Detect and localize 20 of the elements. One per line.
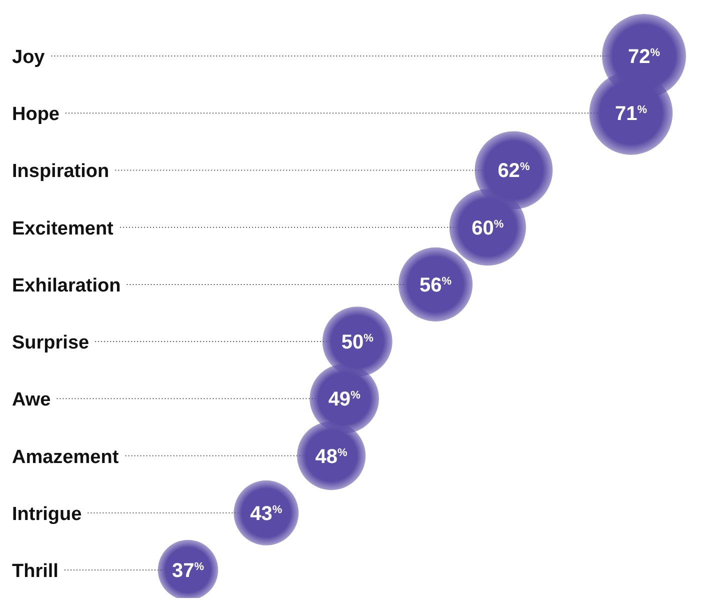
y-tick-label: Exhilaration — [12, 275, 121, 296]
y-tick-label: Intrigue — [12, 504, 82, 525]
y-tick-label: Hope — [12, 104, 60, 126]
data-label: 62$^{%}$ — [498, 160, 530, 182]
data-label: 56$^{%}$ — [420, 274, 452, 296]
y-tick-label: Amazement — [12, 446, 120, 468]
data-label: 48$^{%}$ — [315, 446, 348, 468]
y-tick-label: Awe — [12, 390, 51, 411]
data-label: 43$^{%}$ — [250, 502, 282, 525]
data-label: 60$^{%}$ — [472, 217, 504, 240]
y-tick-label: Surprise — [12, 332, 90, 354]
data-label: 49$^{%}$ — [328, 388, 361, 411]
y-tick-label: Thrill — [12, 561, 58, 582]
data-label: 71$^{%}$ — [614, 103, 648, 126]
data-label: 37$^{%}$ — [172, 560, 204, 582]
data-label: 50$^{%}$ — [341, 332, 374, 354]
y-tick-label: Joy — [12, 47, 46, 68]
y-tick-label: Excitement — [12, 218, 114, 240]
y-tick-label: Inspiration — [12, 161, 110, 182]
data-label: 72$^{%}$ — [628, 46, 660, 68]
